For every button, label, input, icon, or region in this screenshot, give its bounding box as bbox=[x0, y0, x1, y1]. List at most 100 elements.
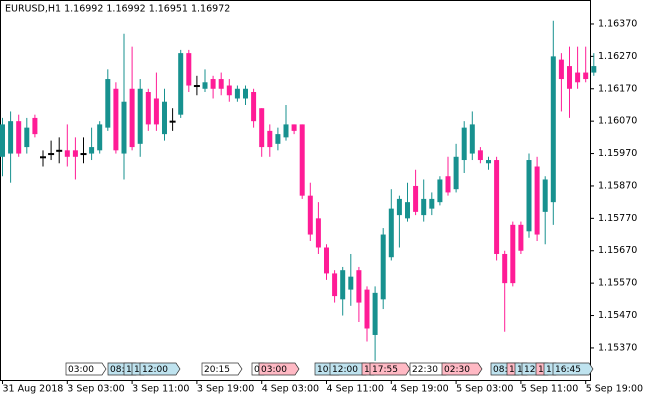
candle-body bbox=[550, 56, 556, 203]
event-label: 1 bbox=[509, 365, 515, 375]
candle-body bbox=[234, 88, 240, 99]
candle-body bbox=[477, 150, 483, 161]
candle-body bbox=[405, 202, 410, 219]
candle-body bbox=[437, 179, 443, 203]
y-tick-label: 1.15570 bbox=[598, 278, 637, 289]
candle-body bbox=[324, 247, 329, 274]
x-tick-label: 4 Sep 03:00 bbox=[262, 384, 319, 395]
candle-body bbox=[348, 276, 354, 290]
candle-body bbox=[388, 208, 394, 258]
y-tick-label: 1.15870 bbox=[598, 180, 637, 191]
event-label-box bbox=[201, 362, 243, 376]
candle-body bbox=[226, 85, 232, 96]
candle-body bbox=[510, 224, 516, 284]
event-label: 12:00 bbox=[142, 365, 168, 375]
candle-body bbox=[210, 79, 216, 89]
y-tick-label: 1.15970 bbox=[598, 148, 637, 159]
candle-body bbox=[186, 53, 192, 86]
candle-body bbox=[502, 253, 508, 284]
event-label: 0 bbox=[254, 365, 260, 375]
event-label-box bbox=[369, 362, 411, 376]
x-tick-label: 4 Sep 19:00 bbox=[391, 384, 448, 395]
event-label: 17:55 bbox=[372, 365, 398, 375]
event-label: 1 bbox=[546, 365, 552, 375]
candle-body bbox=[178, 53, 184, 115]
candle-body bbox=[218, 79, 224, 89]
candle-body bbox=[283, 124, 289, 138]
candle-body bbox=[129, 88, 135, 148]
candle-body bbox=[32, 117, 38, 135]
candle-body bbox=[275, 134, 281, 144]
candle-body bbox=[356, 270, 362, 303]
x-tick-label: 31 Aug 2018 bbox=[3, 384, 64, 395]
y-tick-label: 1.16170 bbox=[598, 83, 637, 94]
x-tick-label: 3 Sep 19:00 bbox=[197, 384, 254, 395]
candle-body bbox=[372, 292, 378, 335]
candle-body bbox=[542, 179, 548, 212]
y-tick-label: 1.16070 bbox=[598, 116, 637, 127]
candle-body bbox=[413, 185, 419, 212]
y-tick-label: 1.16270 bbox=[598, 51, 637, 62]
event-label: 03:00 bbox=[68, 365, 94, 375]
candle-body bbox=[193, 85, 200, 88]
candle-body bbox=[251, 92, 257, 122]
candle-body bbox=[162, 101, 167, 135]
y-tick-label: 1.15670 bbox=[598, 245, 637, 256]
candle-body bbox=[453, 156, 459, 190]
candle-body bbox=[48, 153, 55, 156]
event-label-box bbox=[441, 362, 483, 376]
event-label: 08: bbox=[493, 365, 507, 375]
candle-body bbox=[0, 124, 5, 157]
candle-body bbox=[575, 72, 581, 83]
event-label: 02:30 bbox=[444, 365, 470, 375]
candle-body bbox=[267, 130, 273, 148]
candle-body bbox=[56, 149, 63, 152]
candle-body bbox=[396, 198, 402, 216]
candle-body bbox=[332, 273, 338, 297]
y-tick-label: 1.16370 bbox=[598, 18, 637, 29]
candle-body bbox=[299, 124, 305, 196]
plot-frame bbox=[0, 0, 591, 381]
candle-body bbox=[583, 72, 589, 80]
candle-body bbox=[16, 121, 22, 154]
x-tick-label: 5 Sep 11:00 bbox=[521, 384, 578, 395]
candle-body bbox=[137, 88, 143, 144]
candle-body bbox=[291, 124, 297, 131]
candle-body bbox=[315, 218, 321, 248]
candle-body bbox=[445, 176, 451, 193]
candle-body bbox=[380, 234, 386, 300]
candle-body bbox=[80, 153, 87, 156]
event-label: 20:15 bbox=[204, 365, 230, 375]
event-label: 22:30 bbox=[412, 365, 438, 375]
event-label: 12:00 bbox=[332, 365, 358, 375]
event-label: 08: bbox=[110, 365, 124, 375]
candle-body bbox=[259, 108, 265, 148]
x-tick-label: 3 Sep 11:00 bbox=[132, 384, 189, 395]
candle-body bbox=[364, 289, 370, 329]
candle-body bbox=[121, 101, 127, 154]
candle-body bbox=[145, 92, 151, 125]
event-label: 1 bbox=[517, 365, 523, 375]
candle-body bbox=[534, 166, 540, 235]
candle-body bbox=[567, 66, 572, 89]
candle-body bbox=[307, 195, 313, 235]
event-label: 12: bbox=[524, 365, 538, 375]
candle-body bbox=[89, 147, 95, 154]
candle-body bbox=[494, 160, 500, 254]
event-label-box bbox=[552, 362, 594, 376]
x-tick-label: 4 Sep 11:00 bbox=[327, 384, 384, 395]
candle-body bbox=[64, 150, 70, 157]
candle-body bbox=[24, 127, 30, 148]
event-label-box bbox=[258, 362, 300, 376]
candle-body bbox=[429, 198, 435, 209]
event-label: 1 bbox=[364, 365, 370, 375]
event-label: 16:45 bbox=[555, 365, 581, 375]
candle-body bbox=[202, 82, 208, 89]
x-tick-label: 3 Sep 03:00 bbox=[67, 384, 124, 395]
event-label-box bbox=[65, 362, 107, 376]
chart-title: EURUSD,H1 1.16992 1.16992 1.16951 1.1697… bbox=[5, 4, 230, 15]
candle-body bbox=[72, 150, 78, 157]
x-tick-label: 5 Sep 03:00 bbox=[456, 384, 513, 395]
y-tick-label: 1.15770 bbox=[598, 213, 637, 224]
candle-body bbox=[169, 120, 176, 123]
